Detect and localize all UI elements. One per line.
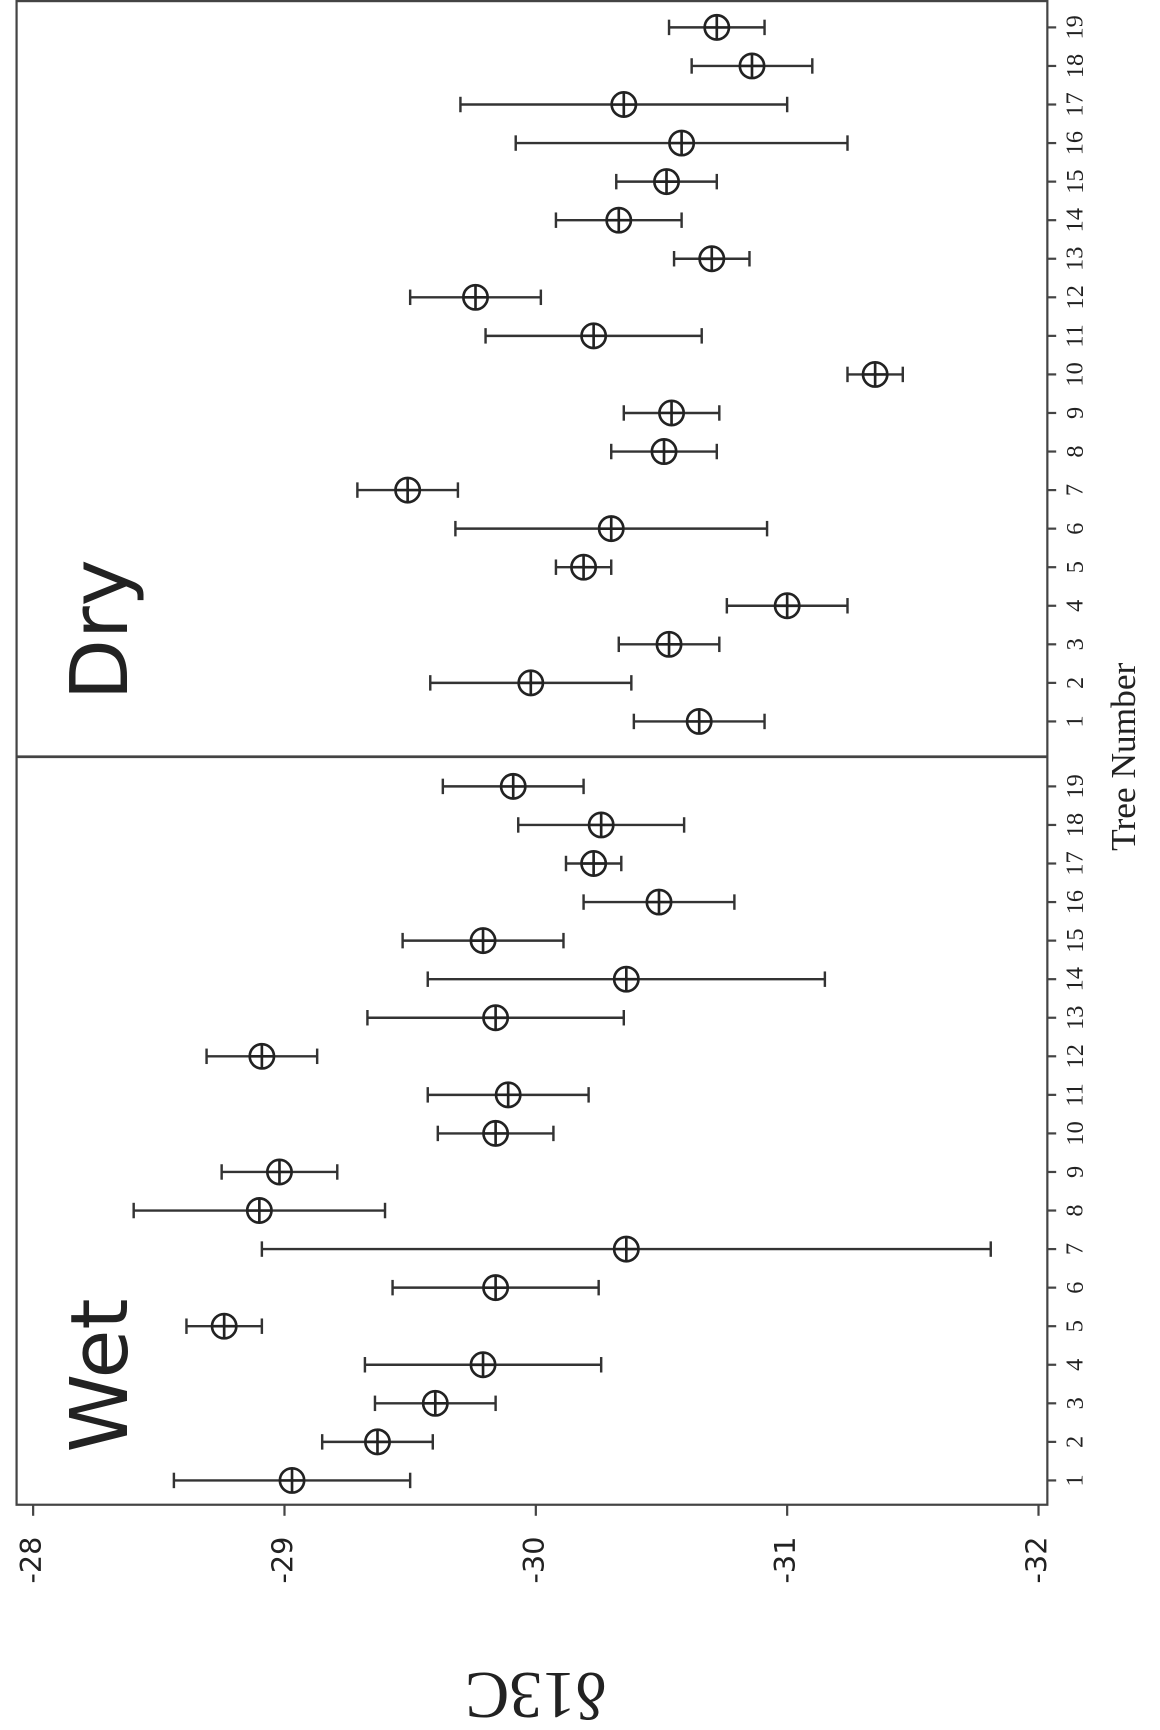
x-tick-label: 9 [1062, 407, 1089, 419]
x-tick-label: 10 [1062, 1121, 1089, 1145]
marker [658, 399, 686, 427]
x-tick-label: 14 [1062, 208, 1089, 232]
y-tick-label: -28 [14, 1537, 48, 1584]
marker [482, 1274, 510, 1302]
x-tick-label: 8 [1062, 1204, 1089, 1216]
marker [421, 1389, 449, 1417]
marker [597, 515, 625, 543]
marker [653, 168, 681, 196]
x-tick-label: 1 [1062, 1474, 1089, 1486]
marker [482, 1119, 510, 1147]
x-tick-label: 3 [1062, 1397, 1089, 1409]
x-tick-label: 9 [1062, 1166, 1089, 1178]
y-tick-label: -32 [1020, 1537, 1054, 1584]
x-tick-label: 6 [1062, 523, 1089, 535]
marker [462, 283, 489, 311]
x-tick-label: 17 [1062, 851, 1089, 875]
x-tick-label: 4 [1062, 600, 1089, 612]
marker [517, 669, 545, 697]
marker [698, 245, 726, 273]
x-tick-label: 12 [1062, 1044, 1089, 1068]
x-tick-label: 7 [1062, 484, 1089, 496]
marker [210, 1312, 238, 1340]
x-tick-label: 18 [1062, 54, 1089, 78]
marker [655, 630, 683, 658]
marker [580, 322, 608, 350]
marker [612, 965, 640, 993]
marker [685, 707, 713, 735]
marker [645, 888, 673, 916]
x-tick-label: 13 [1062, 1006, 1089, 1030]
marker [278, 1466, 306, 1494]
x-tick-label: 13 [1062, 247, 1089, 271]
marker [668, 129, 696, 157]
marker [703, 13, 731, 41]
x-tick-label: 5 [1062, 561, 1089, 573]
marker [394, 476, 422, 504]
marker [245, 1197, 273, 1225]
x-tick-label: 16 [1062, 890, 1089, 914]
y-axis-label: δ13C [465, 1658, 607, 1730]
x-tick-label: 19 [1062, 774, 1089, 798]
marker [248, 1042, 276, 1070]
x-tick-label: 12 [1062, 285, 1089, 309]
x-tick-label: 6 [1062, 1282, 1089, 1294]
x-tick-label: 2 [1062, 677, 1089, 689]
x-tick-label: 11 [1062, 1083, 1089, 1106]
x-tick-label: 11 [1062, 324, 1089, 347]
marker [605, 206, 633, 234]
x-tick-label: 1 [1062, 715, 1089, 727]
x-axis-label: Tree Number [1103, 662, 1143, 850]
marker [469, 1351, 497, 1379]
marker [587, 811, 615, 839]
marker [364, 1428, 391, 1456]
x-tick-label: 10 [1062, 362, 1089, 386]
marker [861, 360, 889, 388]
x-tick-label: 5 [1062, 1320, 1089, 1332]
y-tick-label: -30 [517, 1537, 551, 1584]
x-tick-label: 19 [1062, 15, 1089, 39]
x-tick-label: 3 [1062, 638, 1089, 650]
marker [610, 91, 638, 118]
marker [469, 927, 497, 955]
marker [499, 772, 527, 800]
panel-title: Dry [53, 559, 146, 700]
x-tick-label: 16 [1062, 131, 1089, 155]
marker [482, 1004, 510, 1032]
marker [738, 52, 766, 80]
x-tick-label: 8 [1062, 445, 1089, 457]
marker [580, 850, 608, 877]
x-tick-label: 7 [1062, 1243, 1089, 1255]
marker [650, 438, 678, 466]
marker [265, 1158, 293, 1186]
marker [494, 1081, 522, 1109]
y-tick-label: -29 [265, 1537, 299, 1584]
marker [773, 592, 801, 620]
plot-frame [15, 0, 1049, 1506]
x-tick-label: 15 [1062, 928, 1089, 952]
marker [612, 1235, 640, 1263]
x-tick-label: 18 [1062, 813, 1089, 837]
x-tick-label: 15 [1062, 169, 1089, 193]
x-tick-label: 2 [1062, 1436, 1089, 1448]
x-tick-label: 14 [1062, 967, 1089, 991]
marker [570, 553, 598, 581]
panel-title: Wet [53, 1298, 146, 1452]
x-tick-label: 4 [1062, 1359, 1089, 1371]
y-tick-label: -31 [768, 1537, 802, 1584]
x-tick-label: 17 [1062, 92, 1089, 116]
